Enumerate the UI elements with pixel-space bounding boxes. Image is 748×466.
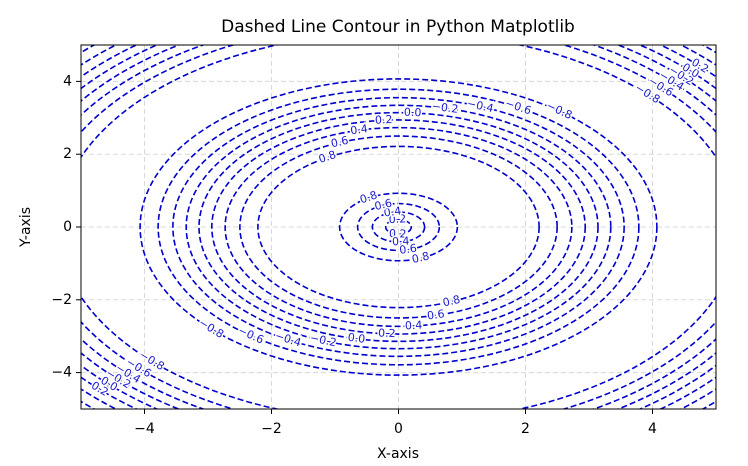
contour-line bbox=[139, 78, 658, 376]
contour-label: 0.6 bbox=[373, 196, 393, 213]
contour-label: 0.2 bbox=[375, 113, 393, 127]
contour-line bbox=[224, 126, 573, 328]
y-tick-label: 2 bbox=[63, 146, 72, 162]
y-tick-label: −4 bbox=[51, 365, 72, 381]
contour-label: 0.4 bbox=[350, 122, 369, 137]
contour-label: 0.6 bbox=[398, 242, 417, 257]
contour-label: 0.2 bbox=[389, 227, 407, 241]
x-tick-label: −2 bbox=[261, 421, 282, 437]
x-axis-label: X-axis bbox=[377, 446, 419, 462]
x-tick-label: 4 bbox=[648, 421, 657, 437]
x-tick-label: 0 bbox=[394, 421, 403, 437]
contour-label: 0.0 bbox=[404, 106, 422, 120]
contour-label: 0.4 bbox=[392, 234, 410, 248]
y-axis-label: Y-axis bbox=[18, 207, 34, 248]
contour-line bbox=[384, 218, 413, 236]
contour-label: 0.8 bbox=[411, 249, 431, 266]
contour-label: 0.6 bbox=[426, 307, 445, 322]
contour-label: 0.2 bbox=[388, 212, 406, 226]
contour-line bbox=[371, 211, 426, 243]
contour-label: −0.2 bbox=[431, 100, 459, 116]
contour-label: 0.6 bbox=[330, 134, 350, 151]
contour-label: 0.2 bbox=[378, 327, 396, 341]
contour-line bbox=[257, 145, 540, 309]
plot-frame bbox=[80, 44, 717, 410]
y-tick-label: 0 bbox=[63, 219, 72, 235]
contour-line bbox=[157, 88, 640, 366]
chart-title: Dashed Line Contour in Python Matplotlib bbox=[221, 17, 575, 37]
y-tick-label: 4 bbox=[63, 73, 72, 89]
x-tick-label: 2 bbox=[521, 421, 530, 437]
contour-line bbox=[356, 202, 441, 252]
x-tick-label: −4 bbox=[134, 421, 155, 437]
contour-label: −0.6 bbox=[236, 324, 266, 347]
contour-line bbox=[172, 96, 625, 358]
contour-label: −0.8 bbox=[544, 99, 574, 122]
contour-label: 0.8 bbox=[317, 148, 338, 166]
contour-label: 0.8 bbox=[442, 293, 462, 310]
contour-line bbox=[185, 104, 612, 350]
contour-line bbox=[210, 119, 587, 335]
y-tick-label: −2 bbox=[51, 292, 72, 308]
contour-line bbox=[338, 192, 459, 262]
contour-line bbox=[198, 111, 599, 343]
contour-label: 0.4 bbox=[383, 204, 402, 219]
contour-line bbox=[239, 135, 558, 319]
contour-label: 0.4 bbox=[405, 319, 423, 333]
contour-label: 0.0 bbox=[347, 331, 366, 346]
